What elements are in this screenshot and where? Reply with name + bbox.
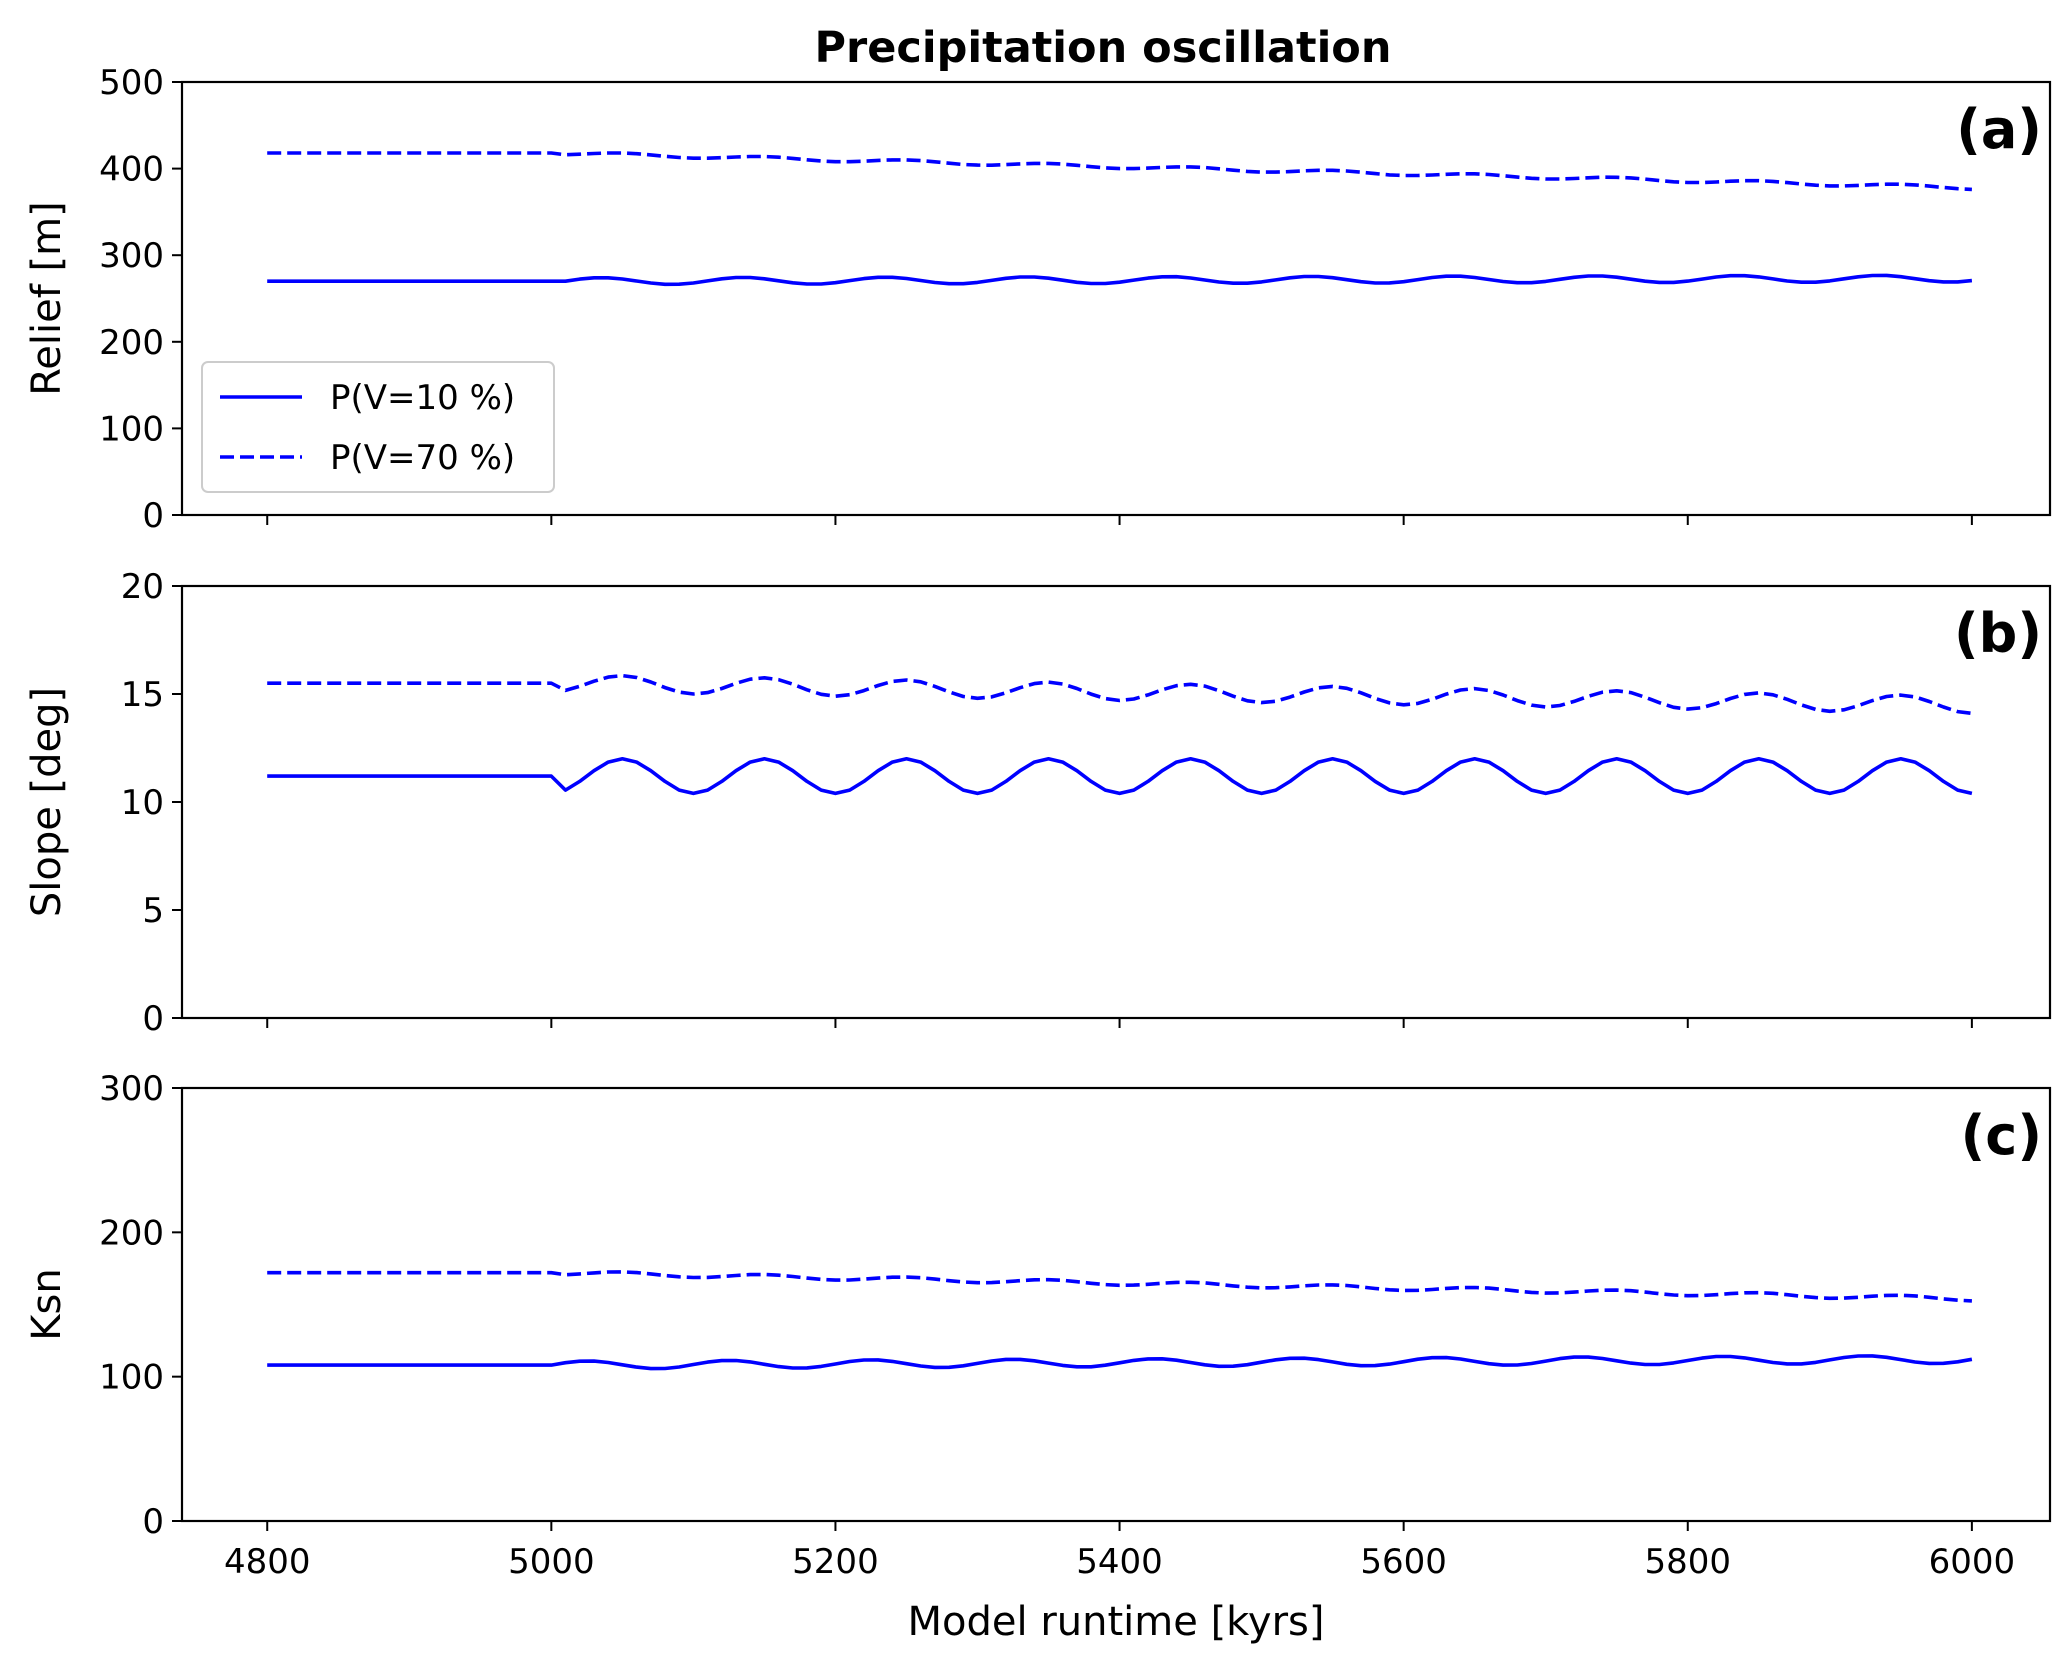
series-line-v10	[267, 273, 1973, 287]
panel-b: 0 5 10 15 20 Slope [deg] (b)	[24, 567, 2052, 1039]
y-tick-label: 0	[142, 999, 164, 1039]
panel-a: 0 100 200 300 400 500 Relief [m] (a)	[24, 63, 2052, 536]
axes-frame	[180, 584, 2052, 1020]
series-line-v10	[267, 757, 1973, 796]
y-tick-label: 400	[99, 150, 164, 190]
x-tick-label: 5200	[792, 1542, 879, 1582]
legend-box	[201, 361, 555, 493]
y-tick-label: 200	[99, 323, 164, 363]
y-tick-label: 100	[99, 1358, 164, 1398]
y-tick-label: 100	[99, 409, 164, 449]
legend-label: P(V=70 %)	[330, 438, 515, 478]
y-tick-label: 500	[99, 63, 164, 103]
x-tick-label: 6000	[1929, 1542, 2016, 1582]
panel-label: (c)	[1961, 1104, 2042, 1167]
panel-c: 0 100 200 300 4800 5000 5200 5400 5600 5800 6000 Ks…	[24, 1069, 2052, 1645]
y-tick-label: 0	[142, 1502, 164, 1542]
series-line-v70	[267, 673, 1973, 716]
x-tick-label: 5000	[508, 1542, 595, 1582]
panel-label: (a)	[1956, 98, 2042, 161]
legend-label: P(V=10 %)	[330, 378, 515, 418]
y-axis-label: Slope [deg]	[24, 687, 70, 917]
y-tick-label: 300	[99, 236, 164, 276]
y-tick-label: 15	[121, 675, 164, 715]
x-axis-label: Model runtime [kyrs]	[908, 1599, 1325, 1645]
y-tick-label: 20	[121, 567, 164, 607]
panel-label: (b)	[1954, 602, 2042, 665]
series-line-v70	[267, 151, 1972, 192]
series-line-v70	[267, 1270, 1972, 1303]
x-tick-label: 5600	[1360, 1542, 1447, 1582]
panels: 0 100 200 300 400 500 Relief [m] (a) 0 5 10 15 20 Slo…	[24, 63, 2052, 1645]
y-tick-label: 5	[142, 891, 164, 931]
series-line-v10	[267, 1354, 1973, 1371]
y-tick-label: 10	[121, 783, 164, 823]
axes-frame	[180, 1086, 2052, 1523]
x-tick-label: 5800	[1644, 1542, 1731, 1582]
y-tick-label: 0	[142, 496, 164, 536]
axes-frame	[180, 80, 2052, 517]
y-tick-label: 200	[99, 1213, 164, 1253]
y-axis-label: Ksn	[24, 1268, 70, 1340]
x-tick-label: 4800	[224, 1542, 311, 1582]
y-tick-label: 300	[99, 1069, 164, 1109]
legend: P(V=10 %) P(V=70 %)	[201, 361, 555, 493]
figure-title: Precipitation oscillation	[815, 23, 1392, 73]
y-axis-label: Relief [m]	[24, 201, 70, 395]
x-tick-label: 5400	[1076, 1542, 1163, 1582]
